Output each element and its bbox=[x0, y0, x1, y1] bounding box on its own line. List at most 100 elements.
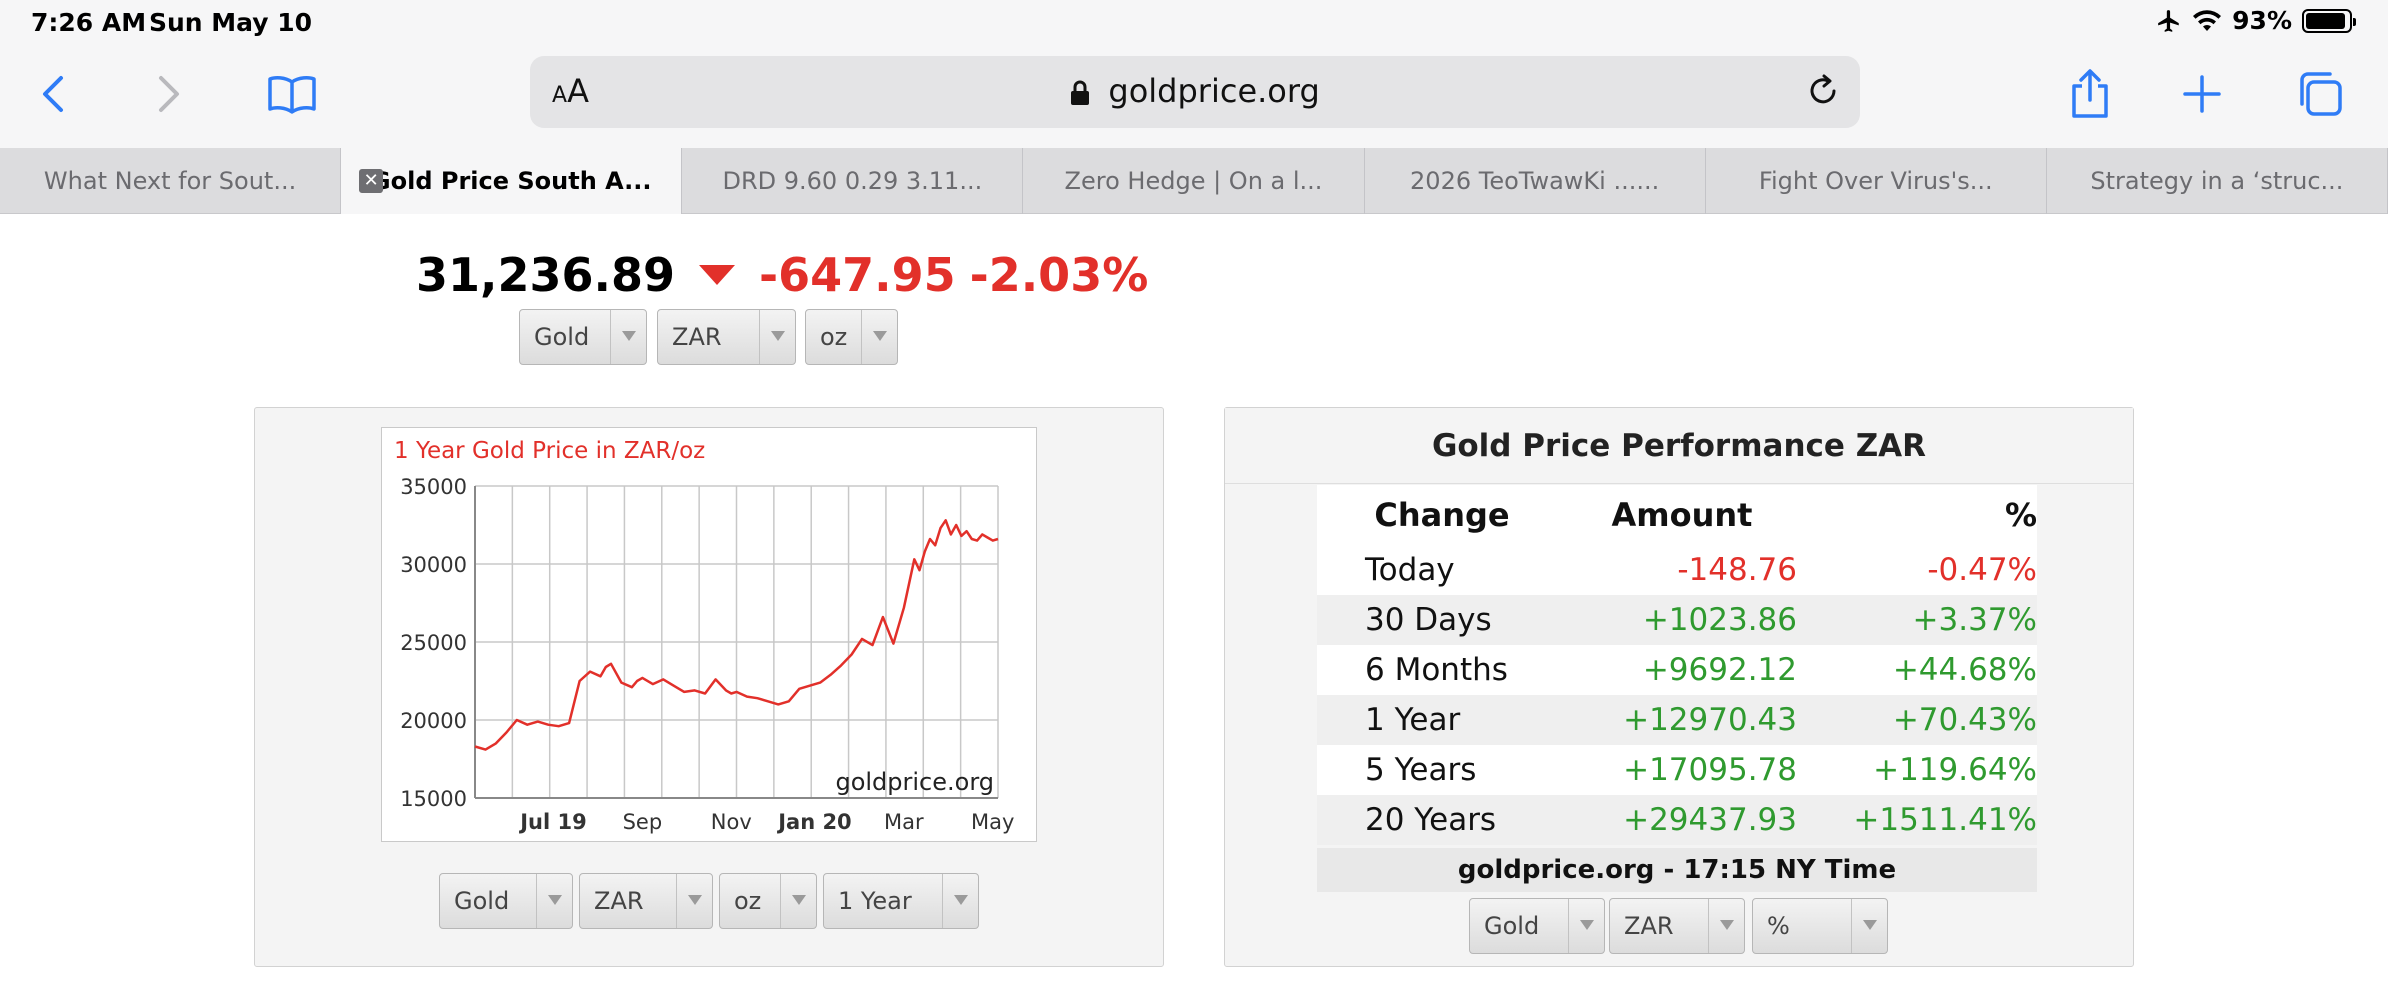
aa-small: A bbox=[552, 83, 568, 108]
row-amount: +29437.93 bbox=[1567, 795, 1797, 845]
reload-icon bbox=[1810, 74, 1836, 104]
battery-percent: 93% bbox=[2232, 6, 2292, 35]
down-arrow-icon bbox=[699, 265, 735, 285]
chart-panel: 1 Year Gold Price in ZAR/oz 15000 20000 250… bbox=[254, 407, 1164, 967]
top-metal-select[interactable]: Gold bbox=[519, 309, 647, 365]
top-unit-select[interactable]: oz bbox=[805, 309, 898, 365]
airplane-icon bbox=[2158, 9, 2179, 32]
x-tick-label: Mar bbox=[884, 810, 924, 834]
chevron-left-icon bbox=[43, 76, 63, 112]
performance-table: Change Amount % Today -148.76 -0.47% 30 Day… bbox=[1317, 485, 2037, 845]
price-change-percent: -2.03% bbox=[969, 248, 1149, 302]
status-date: Sun May 10 bbox=[149, 8, 313, 37]
series-line-0 bbox=[474, 519, 999, 751]
chart-currency-value: ZAR bbox=[594, 887, 644, 915]
url-text: goldprice.org bbox=[1108, 72, 1320, 110]
y-tick-label: 20000 bbox=[400, 709, 467, 733]
lock-icon bbox=[1071, 80, 1090, 105]
row-amount: +17095.78 bbox=[1567, 745, 1797, 795]
book-icon bbox=[268, 76, 316, 114]
table-row: 5 Years +17095.78 +119.64% bbox=[1317, 745, 2037, 795]
reload-button[interactable] bbox=[1804, 72, 1842, 114]
plus-icon bbox=[2183, 75, 2221, 113]
tab-label: Strategy in a ‘struc... bbox=[2090, 167, 2344, 195]
row-label: 5 Years bbox=[1317, 745, 1567, 795]
chart-currency-select[interactable]: ZAR bbox=[579, 873, 713, 929]
perf-metal-value: Gold bbox=[1484, 912, 1540, 940]
price-headline: 31,236.89 -647.95 -2.03% bbox=[416, 248, 1148, 302]
perf-metal-select[interactable]: Gold bbox=[1469, 898, 1605, 954]
perf-mode-select[interactable]: % bbox=[1752, 898, 1888, 954]
share-button[interactable] bbox=[2060, 64, 2120, 124]
row-amount: +12970.43 bbox=[1567, 695, 1797, 745]
bookmarks-button[interactable] bbox=[262, 64, 322, 124]
y-tick-label: 35000 bbox=[400, 475, 467, 499]
x-tick-label: May bbox=[971, 810, 1014, 834]
row-percent: -0.47% bbox=[1797, 545, 2037, 595]
tab-label: Gold Price South A... bbox=[370, 167, 652, 195]
performance-header-row: Change Amount % bbox=[1317, 485, 2037, 545]
top-metal-value: Gold bbox=[534, 323, 590, 351]
url-display[interactable]: goldprice.org bbox=[530, 72, 1860, 110]
x-tick-label: Jan 20 bbox=[776, 810, 851, 834]
table-row: Today -148.76 -0.47% bbox=[1317, 545, 2037, 595]
row-percent: +119.64% bbox=[1797, 745, 2037, 795]
row-amount: +9692.12 bbox=[1567, 645, 1797, 695]
top-currency-value: ZAR bbox=[672, 323, 722, 351]
forward-button[interactable] bbox=[138, 64, 198, 124]
top-currency-select[interactable]: ZAR bbox=[657, 309, 796, 365]
chevron-down-icon bbox=[536, 874, 572, 928]
chevron-down-icon bbox=[780, 874, 816, 928]
wifi-icon bbox=[2193, 9, 2222, 31]
chart-period-value: 1 Year bbox=[838, 887, 912, 915]
price-change: -647.95 bbox=[759, 248, 956, 302]
tab-4[interactable]: 2026 TeoTwawKi ...... bbox=[1365, 148, 1706, 214]
table-row: 6 Months +9692.12 +44.68% bbox=[1317, 645, 2037, 695]
chart-watermark: goldprice.org bbox=[835, 768, 994, 796]
address-bar[interactable]: AA goldprice.org bbox=[530, 56, 1860, 128]
perf-currency-value: ZAR bbox=[1624, 912, 1674, 940]
tab-1[interactable]: ✕ Gold Price South A... bbox=[341, 148, 683, 214]
tab-label: Fight Over Virus's... bbox=[1758, 167, 1993, 195]
row-amount: -148.76 bbox=[1567, 545, 1797, 595]
row-amount: +1023.86 bbox=[1567, 595, 1797, 645]
tabs-icon bbox=[2300, 72, 2342, 116]
performance-panel: Gold Price Performance ZAR Change Amount… bbox=[1224, 407, 2134, 967]
y-tick-label: 25000 bbox=[400, 631, 467, 655]
battery-fill bbox=[2306, 12, 2346, 29]
chart-svg: 1 Year Gold Price in ZAR/oz 15000 20000 250… bbox=[394, 438, 1014, 834]
chart-period-select[interactable]: 1 Year bbox=[823, 873, 979, 929]
chevron-down-icon bbox=[1851, 899, 1887, 953]
chart-unit-select[interactable]: oz bbox=[719, 873, 817, 929]
top-unit-value: oz bbox=[820, 323, 848, 351]
tab-strip: What Next for Sout... ✕ Gold Price South A… bbox=[0, 148, 2388, 214]
row-percent: +1511.41% bbox=[1797, 795, 2037, 845]
row-percent: +3.37% bbox=[1797, 595, 2037, 645]
new-tab-button[interactable] bbox=[2172, 64, 2232, 124]
back-button[interactable] bbox=[24, 64, 84, 124]
table-row: 30 Days +1023.86 +3.37% bbox=[1317, 595, 2037, 645]
reader-aa-button[interactable]: AA bbox=[552, 72, 589, 110]
y-tick-label: 15000 bbox=[400, 787, 467, 811]
tab-0[interactable]: What Next for Sout... bbox=[0, 148, 342, 214]
chart-metal-select[interactable]: Gold bbox=[439, 873, 573, 929]
chart-unit-value: oz bbox=[734, 887, 762, 915]
tab-6[interactable]: Strategy in a ‘struc... bbox=[2047, 148, 2388, 214]
perf-currency-select[interactable]: ZAR bbox=[1609, 898, 1745, 954]
close-icon[interactable]: ✕ bbox=[359, 169, 384, 193]
status-bar: 7:26 AM Sun May 10 93% bbox=[0, 0, 2388, 46]
chevron-down-icon bbox=[1568, 899, 1604, 953]
performance-title: Gold Price Performance ZAR bbox=[1225, 408, 2133, 484]
tab-2[interactable]: DRD 9.60 0.29 3.11... bbox=[682, 148, 1024, 214]
chevron-down-icon bbox=[861, 310, 897, 364]
performance-footer: goldprice.org - 17:15 NY Time bbox=[1317, 848, 2037, 892]
row-label: 20 Years bbox=[1317, 795, 1567, 845]
tab-overview-button[interactable] bbox=[2290, 64, 2350, 124]
tab-label: Zero Hedge | On a l... bbox=[1064, 167, 1323, 195]
tab-label: 2026 TeoTwawKi ...... bbox=[1410, 167, 1660, 195]
battery-icon bbox=[2302, 8, 2356, 33]
tab-5[interactable]: Fight Over Virus's... bbox=[1706, 148, 2047, 214]
tab-label: What Next for Sout... bbox=[43, 167, 297, 195]
tab-3[interactable]: Zero Hedge | On a l... bbox=[1023, 148, 1365, 214]
chevron-right-icon bbox=[159, 76, 179, 112]
